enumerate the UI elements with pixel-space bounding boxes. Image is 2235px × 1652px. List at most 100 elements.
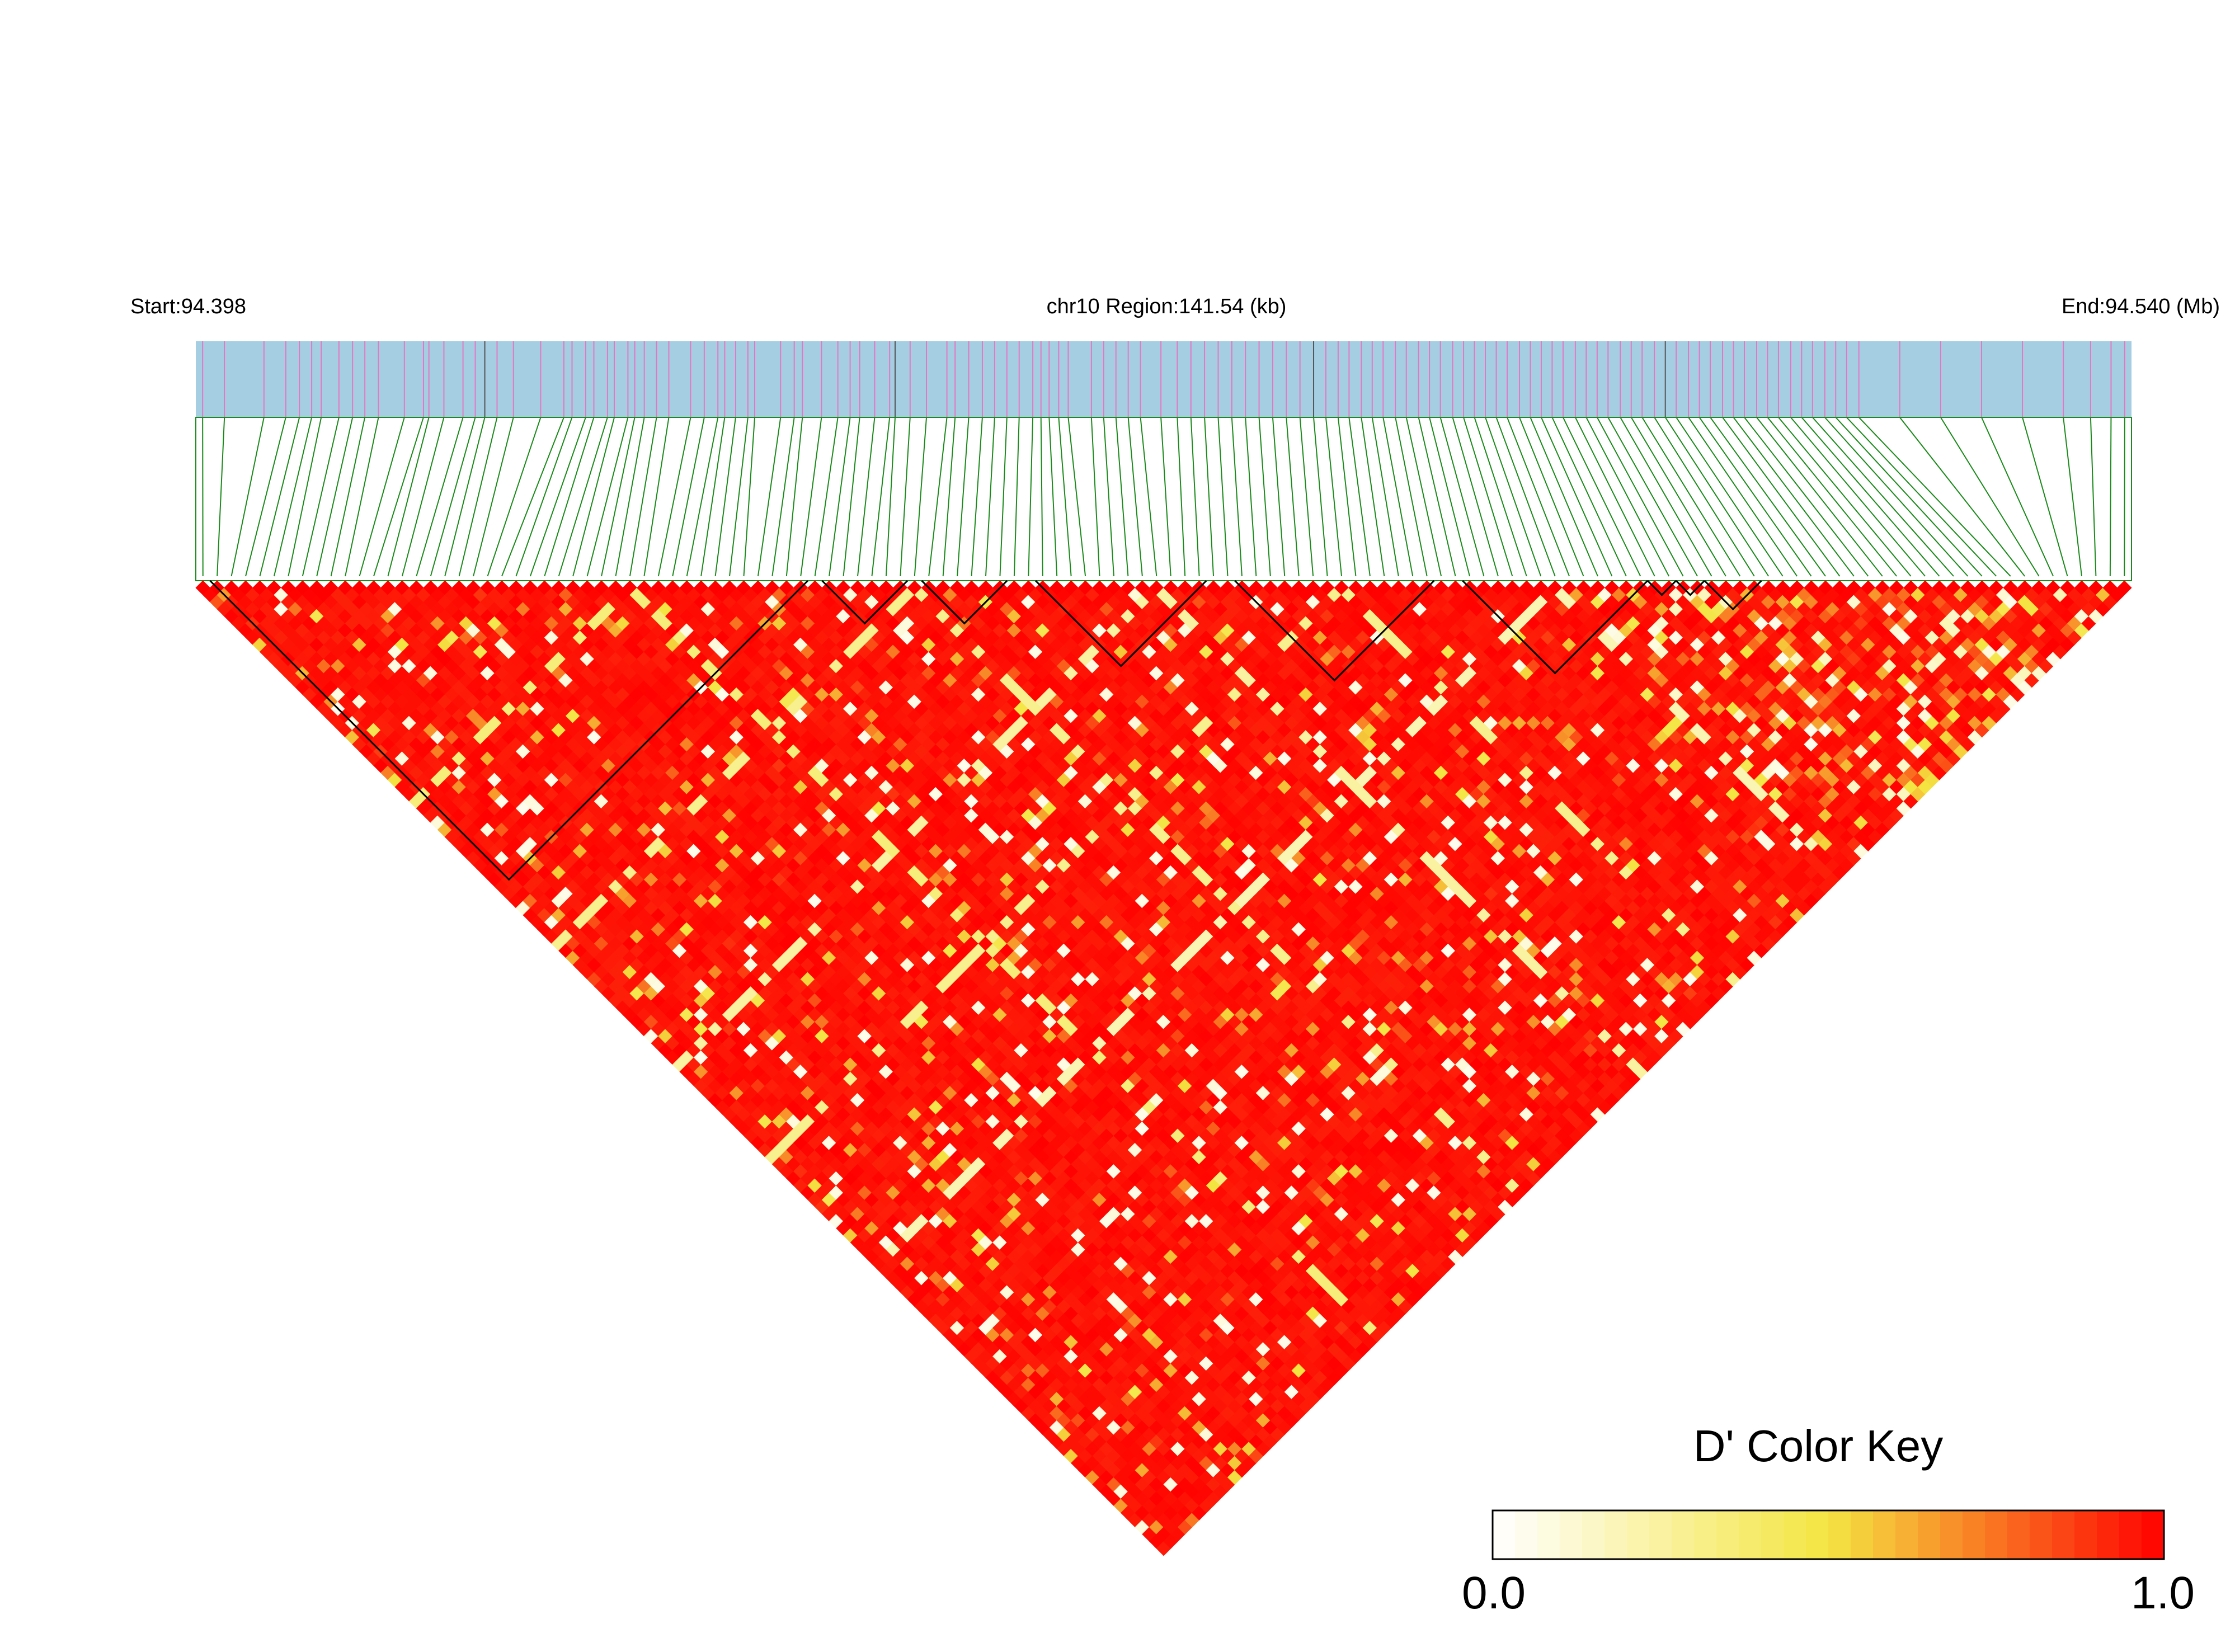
- ld-cell: [1014, 1256, 1029, 1272]
- ld-cell: [1077, 1405, 1093, 1421]
- ld-cell: [1064, 1349, 1079, 1364]
- snp-connector: [1620, 417, 1712, 577]
- ld-cell: [729, 986, 745, 1001]
- snp-connector: [1177, 417, 1186, 577]
- ld-cell: [451, 666, 467, 681]
- ld-cell: [373, 658, 389, 674]
- snp-connector: [1899, 417, 2025, 577]
- snp-connector: [1439, 417, 1485, 577]
- snp-connector: [345, 417, 379, 577]
- ld-cell: [900, 1256, 915, 1272]
- ld-cell: [1113, 1498, 1128, 1513]
- ld-cell: [1056, 1342, 1072, 1357]
- ld-cell: [978, 1249, 994, 1264]
- ld-cell: [1127, 1370, 1143, 1386]
- ld-cell: [1135, 1377, 1150, 1392]
- ld-cell: [949, 1121, 965, 1136]
- ld-cell: [1121, 1491, 1136, 1507]
- ld-cell: [444, 601, 460, 617]
- ld-cell: [594, 936, 609, 952]
- ld-cell: [509, 850, 524, 866]
- ld-cell: [715, 1100, 730, 1115]
- ld-cell: [850, 1192, 865, 1208]
- ld-cell: [444, 687, 460, 702]
- ld-cell: [1014, 1313, 1029, 1329]
- snp-connector: [1299, 417, 1314, 577]
- ld-cell: [843, 1000, 858, 1015]
- snp-connector: [1676, 417, 1784, 577]
- ld-cell: [437, 794, 453, 809]
- ld-cell: [729, 915, 745, 930]
- ld-cell: [444, 772, 460, 788]
- ld-cell: [1092, 1462, 1107, 1478]
- ld-cell: [1234, 1434, 1250, 1449]
- ld-cell: [935, 1164, 951, 1179]
- ld-triangle: [195, 580, 2132, 1556]
- ld-cell: [494, 722, 510, 738]
- ld-cell: [509, 751, 524, 766]
- ld-cell: [978, 1192, 994, 1208]
- ld-cell: [1035, 1249, 1051, 1264]
- ld-cell: [337, 609, 353, 624]
- ld-cell: [437, 680, 453, 695]
- ld-cell: [957, 1128, 972, 1143]
- ld-cell: [836, 1192, 851, 1208]
- ld-cell: [594, 808, 609, 823]
- ld-cell: [843, 1014, 858, 1029]
- ld-cell: [437, 623, 453, 638]
- ld-cell: [893, 1221, 908, 1236]
- snp-connector: [1767, 417, 1897, 577]
- ld-cell: [437, 737, 453, 752]
- snp-position-track: [196, 341, 2132, 417]
- ld-cell: [494, 708, 510, 724]
- ld-cell: [601, 886, 617, 902]
- ld-cell: [451, 779, 467, 795]
- ld-cell: [217, 601, 232, 617]
- ld-cell: [387, 630, 403, 646]
- ld-cell: [943, 1284, 958, 1300]
- ld-cell: [715, 886, 730, 902]
- ld-cell: [957, 1256, 972, 1272]
- ld-cell: [380, 708, 396, 724]
- ld-cell: [1049, 1349, 1065, 1364]
- ld-cell: [1113, 1313, 1128, 1329]
- ld-cell: [1099, 1470, 1114, 1485]
- ld-cell: [850, 1121, 865, 1136]
- ld-cell: [722, 921, 737, 937]
- snp-connector: [2109, 417, 2112, 577]
- snp-connector: [1812, 417, 1954, 577]
- ld-cell: [337, 580, 353, 596]
- snp-connector: [1361, 417, 1385, 577]
- ld-cell: [608, 964, 623, 980]
- ld-cell: [1170, 1342, 1185, 1357]
- ld-cell: [807, 1164, 823, 1179]
- ld-cell: [274, 616, 289, 631]
- ld-cell: [722, 893, 737, 909]
- ld-cell: [722, 879, 737, 895]
- ld-cell: [1006, 1349, 1022, 1364]
- region-label: chr10 Region:141.54 (kb): [1047, 295, 1287, 318]
- ld-cell: [1106, 1349, 1122, 1364]
- ld-cell: [1049, 1434, 1065, 1449]
- ld-cell: [394, 680, 410, 695]
- ld-cell: [1042, 1227, 1057, 1243]
- ld-cell: [437, 694, 453, 709]
- ld-cell: [715, 1043, 730, 1058]
- ld-cell: [708, 1022, 723, 1037]
- snp-connector: [857, 417, 876, 577]
- snp-connector: [1688, 417, 1798, 577]
- ld-cell: [1135, 1405, 1150, 1421]
- ld-cell: [323, 708, 339, 724]
- snp-connector: [657, 417, 691, 577]
- ld-cell: [501, 787, 517, 802]
- ld-cell: [850, 1022, 865, 1037]
- snp-connector: [1115, 417, 1129, 577]
- ld-cell: [1020, 1405, 1036, 1421]
- ld-cell: [829, 1057, 844, 1072]
- ld-cell: [444, 801, 460, 816]
- ld-cell: [829, 1085, 844, 1101]
- snp-connector: [2124, 417, 2125, 577]
- ld-cell: [1227, 1470, 1243, 1485]
- snp-connector: [1395, 417, 1428, 577]
- ld-cell: [836, 1093, 851, 1108]
